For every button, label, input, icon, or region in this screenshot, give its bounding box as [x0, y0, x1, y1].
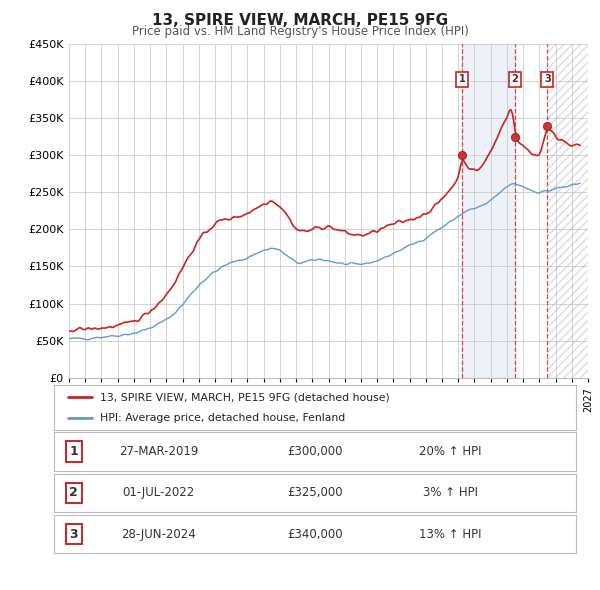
Text: 28-JUN-2024: 28-JUN-2024: [121, 527, 196, 541]
Text: 01-JUL-2022: 01-JUL-2022: [122, 486, 194, 500]
Text: HPI: Average price, detached house, Fenland: HPI: Average price, detached house, Fenl…: [100, 412, 345, 422]
Text: £325,000: £325,000: [287, 486, 343, 500]
Text: 13, SPIRE VIEW, MARCH, PE15 9FG (detached house): 13, SPIRE VIEW, MARCH, PE15 9FG (detache…: [100, 392, 389, 402]
Text: 13, SPIRE VIEW, MARCH, PE15 9FG: 13, SPIRE VIEW, MARCH, PE15 9FG: [152, 13, 448, 28]
Text: 2: 2: [512, 74, 518, 84]
Text: 3: 3: [544, 74, 551, 84]
Bar: [547, 44, 588, 378]
Text: 2: 2: [70, 486, 78, 500]
Text: 1: 1: [70, 445, 78, 458]
Text: £340,000: £340,000: [287, 527, 343, 541]
Text: Price paid vs. HM Land Registry's House Price Index (HPI): Price paid vs. HM Land Registry's House …: [131, 25, 469, 38]
Text: £300,000: £300,000: [287, 445, 343, 458]
Text: 13% ↑ HPI: 13% ↑ HPI: [419, 527, 482, 541]
Text: 27-MAR-2019: 27-MAR-2019: [119, 445, 198, 458]
Bar: [547, 44, 588, 378]
Text: 20% ↑ HPI: 20% ↑ HPI: [419, 445, 482, 458]
Text: 3% ↑ HPI: 3% ↑ HPI: [423, 486, 478, 500]
Text: 3: 3: [70, 527, 78, 541]
Text: 1: 1: [458, 74, 466, 84]
Bar: [462, 44, 515, 378]
